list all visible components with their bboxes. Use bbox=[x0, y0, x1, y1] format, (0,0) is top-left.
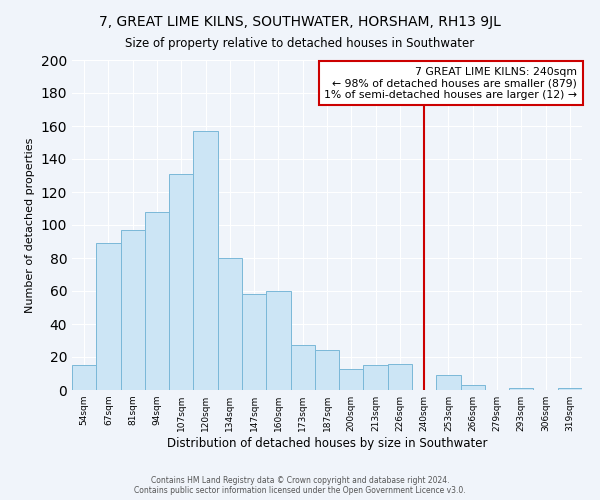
Bar bbox=[266, 291, 290, 390]
Text: Size of property relative to detached houses in Southwater: Size of property relative to detached ho… bbox=[125, 38, 475, 51]
Bar bbox=[218, 258, 242, 390]
Bar bbox=[96, 243, 121, 390]
Bar bbox=[72, 365, 96, 390]
Text: 7 GREAT LIME KILNS: 240sqm
← 98% of detached houses are smaller (879)
1% of semi: 7 GREAT LIME KILNS: 240sqm ← 98% of deta… bbox=[324, 66, 577, 100]
Bar bbox=[339, 368, 364, 390]
Bar bbox=[461, 385, 485, 390]
Bar bbox=[388, 364, 412, 390]
Text: 7, GREAT LIME KILNS, SOUTHWATER, HORSHAM, RH13 9JL: 7, GREAT LIME KILNS, SOUTHWATER, HORSHAM… bbox=[99, 15, 501, 29]
Bar bbox=[145, 212, 169, 390]
Y-axis label: Number of detached properties: Number of detached properties bbox=[25, 138, 35, 312]
Bar bbox=[169, 174, 193, 390]
X-axis label: Distribution of detached houses by size in Southwater: Distribution of detached houses by size … bbox=[167, 437, 487, 450]
Bar bbox=[364, 365, 388, 390]
Bar bbox=[509, 388, 533, 390]
Bar bbox=[121, 230, 145, 390]
Bar bbox=[558, 388, 582, 390]
Text: Contains HM Land Registry data © Crown copyright and database right 2024.
Contai: Contains HM Land Registry data © Crown c… bbox=[134, 476, 466, 495]
Bar bbox=[315, 350, 339, 390]
Bar bbox=[242, 294, 266, 390]
Bar bbox=[193, 131, 218, 390]
Bar bbox=[436, 375, 461, 390]
Bar bbox=[290, 346, 315, 390]
